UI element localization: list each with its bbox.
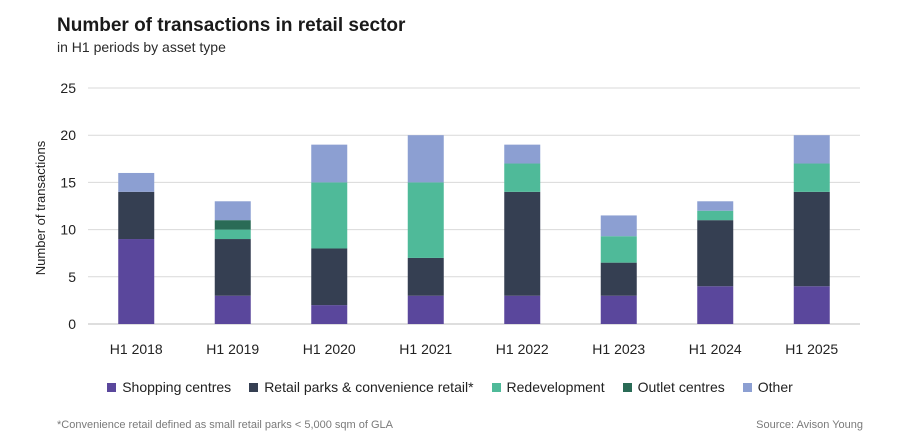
x-tick-label: H1 2018	[110, 341, 163, 357]
footnote: *Convenience retail defined as small ret…	[57, 419, 393, 431]
chart-legend: Shopping centres Retail parks & convenien…	[0, 379, 900, 395]
bar-segment	[697, 210, 734, 221]
bar-segment	[504, 144, 541, 164]
legend-label: Shopping centres	[122, 379, 232, 395]
bar-segment	[697, 220, 734, 287]
bar-segment	[697, 286, 734, 324]
bar-segment	[214, 239, 251, 296]
bar-segment	[118, 239, 155, 324]
legend-swatch	[622, 382, 632, 392]
source-note: Source: Avison Young	[756, 419, 863, 431]
legend-item: Other	[742, 379, 793, 395]
x-tick-label: H1 2024	[689, 341, 742, 357]
legend-item: Shopping centres	[107, 379, 231, 395]
y-tick-label: 5	[68, 269, 76, 285]
bar-segment	[214, 201, 251, 221]
legend-label: Other	[757, 379, 793, 395]
bar-segment	[118, 191, 155, 240]
bar-segment	[311, 182, 348, 249]
legend-item: Redevelopment	[491, 379, 605, 395]
legend-label: Outlet centres	[637, 379, 725, 395]
legend-swatch	[249, 382, 259, 392]
bar-segment	[600, 236, 637, 263]
y-tick-label: 10	[60, 222, 76, 238]
bar-segment	[504, 163, 541, 192]
x-tick-label: H1 2021	[399, 341, 452, 357]
bar-segment	[697, 201, 734, 211]
bar-segment	[600, 295, 637, 324]
y-axis-label: Number of transactions	[33, 140, 48, 275]
bar-segment	[407, 295, 444, 324]
chart-subtitle: in H1 periods by asset type	[57, 39, 226, 55]
bar-segment	[214, 229, 251, 240]
bar-segment	[793, 191, 830, 287]
bar-segment	[311, 144, 348, 183]
bar-segment	[504, 295, 541, 324]
bar-segment	[407, 135, 444, 183]
y-tick-label: 20	[60, 127, 76, 143]
legend-swatch	[107, 382, 117, 392]
bar-segment	[793, 286, 830, 324]
bar-segment	[407, 257, 444, 296]
x-tick-label: H1 2023	[592, 341, 645, 357]
legend-swatch	[491, 382, 501, 392]
x-tick-label: H1 2025	[785, 341, 838, 357]
bar-segment	[214, 295, 251, 324]
x-tick-label: H1 2022	[496, 341, 549, 357]
y-tick-label: 0	[68, 316, 76, 332]
legend-label: Redevelopment	[506, 379, 605, 395]
bar-segment	[600, 215, 637, 237]
bar-segment	[118, 172, 155, 192]
x-tick-label: H1 2019	[206, 341, 259, 357]
y-tick-label: 15	[60, 174, 76, 190]
bar-segment	[311, 248, 348, 306]
bar-segment	[793, 135, 830, 164]
legend-label: Retail parks & convenience retail*	[264, 379, 474, 395]
bar-segment	[600, 262, 637, 296]
bar-segment	[407, 182, 444, 258]
legend-item: Retail parks & convenience retail*	[249, 379, 474, 395]
legend-swatch	[742, 382, 752, 392]
bar-segment	[311, 305, 348, 324]
bar-segment	[214, 220, 251, 230]
stacked-bar-chart: 0 5 10 15 20 25 H1 2018 H1 2019 H1 2020 H1 2021 H…	[33, 80, 860, 357]
chart-title: Number of transactions in retail sector	[57, 15, 406, 36]
x-tick-label: H1 2020	[303, 341, 356, 357]
bar-segment	[504, 191, 541, 296]
y-tick-label: 25	[60, 80, 76, 96]
legend-item: Outlet centres	[622, 379, 725, 395]
bar-segment	[793, 163, 830, 192]
